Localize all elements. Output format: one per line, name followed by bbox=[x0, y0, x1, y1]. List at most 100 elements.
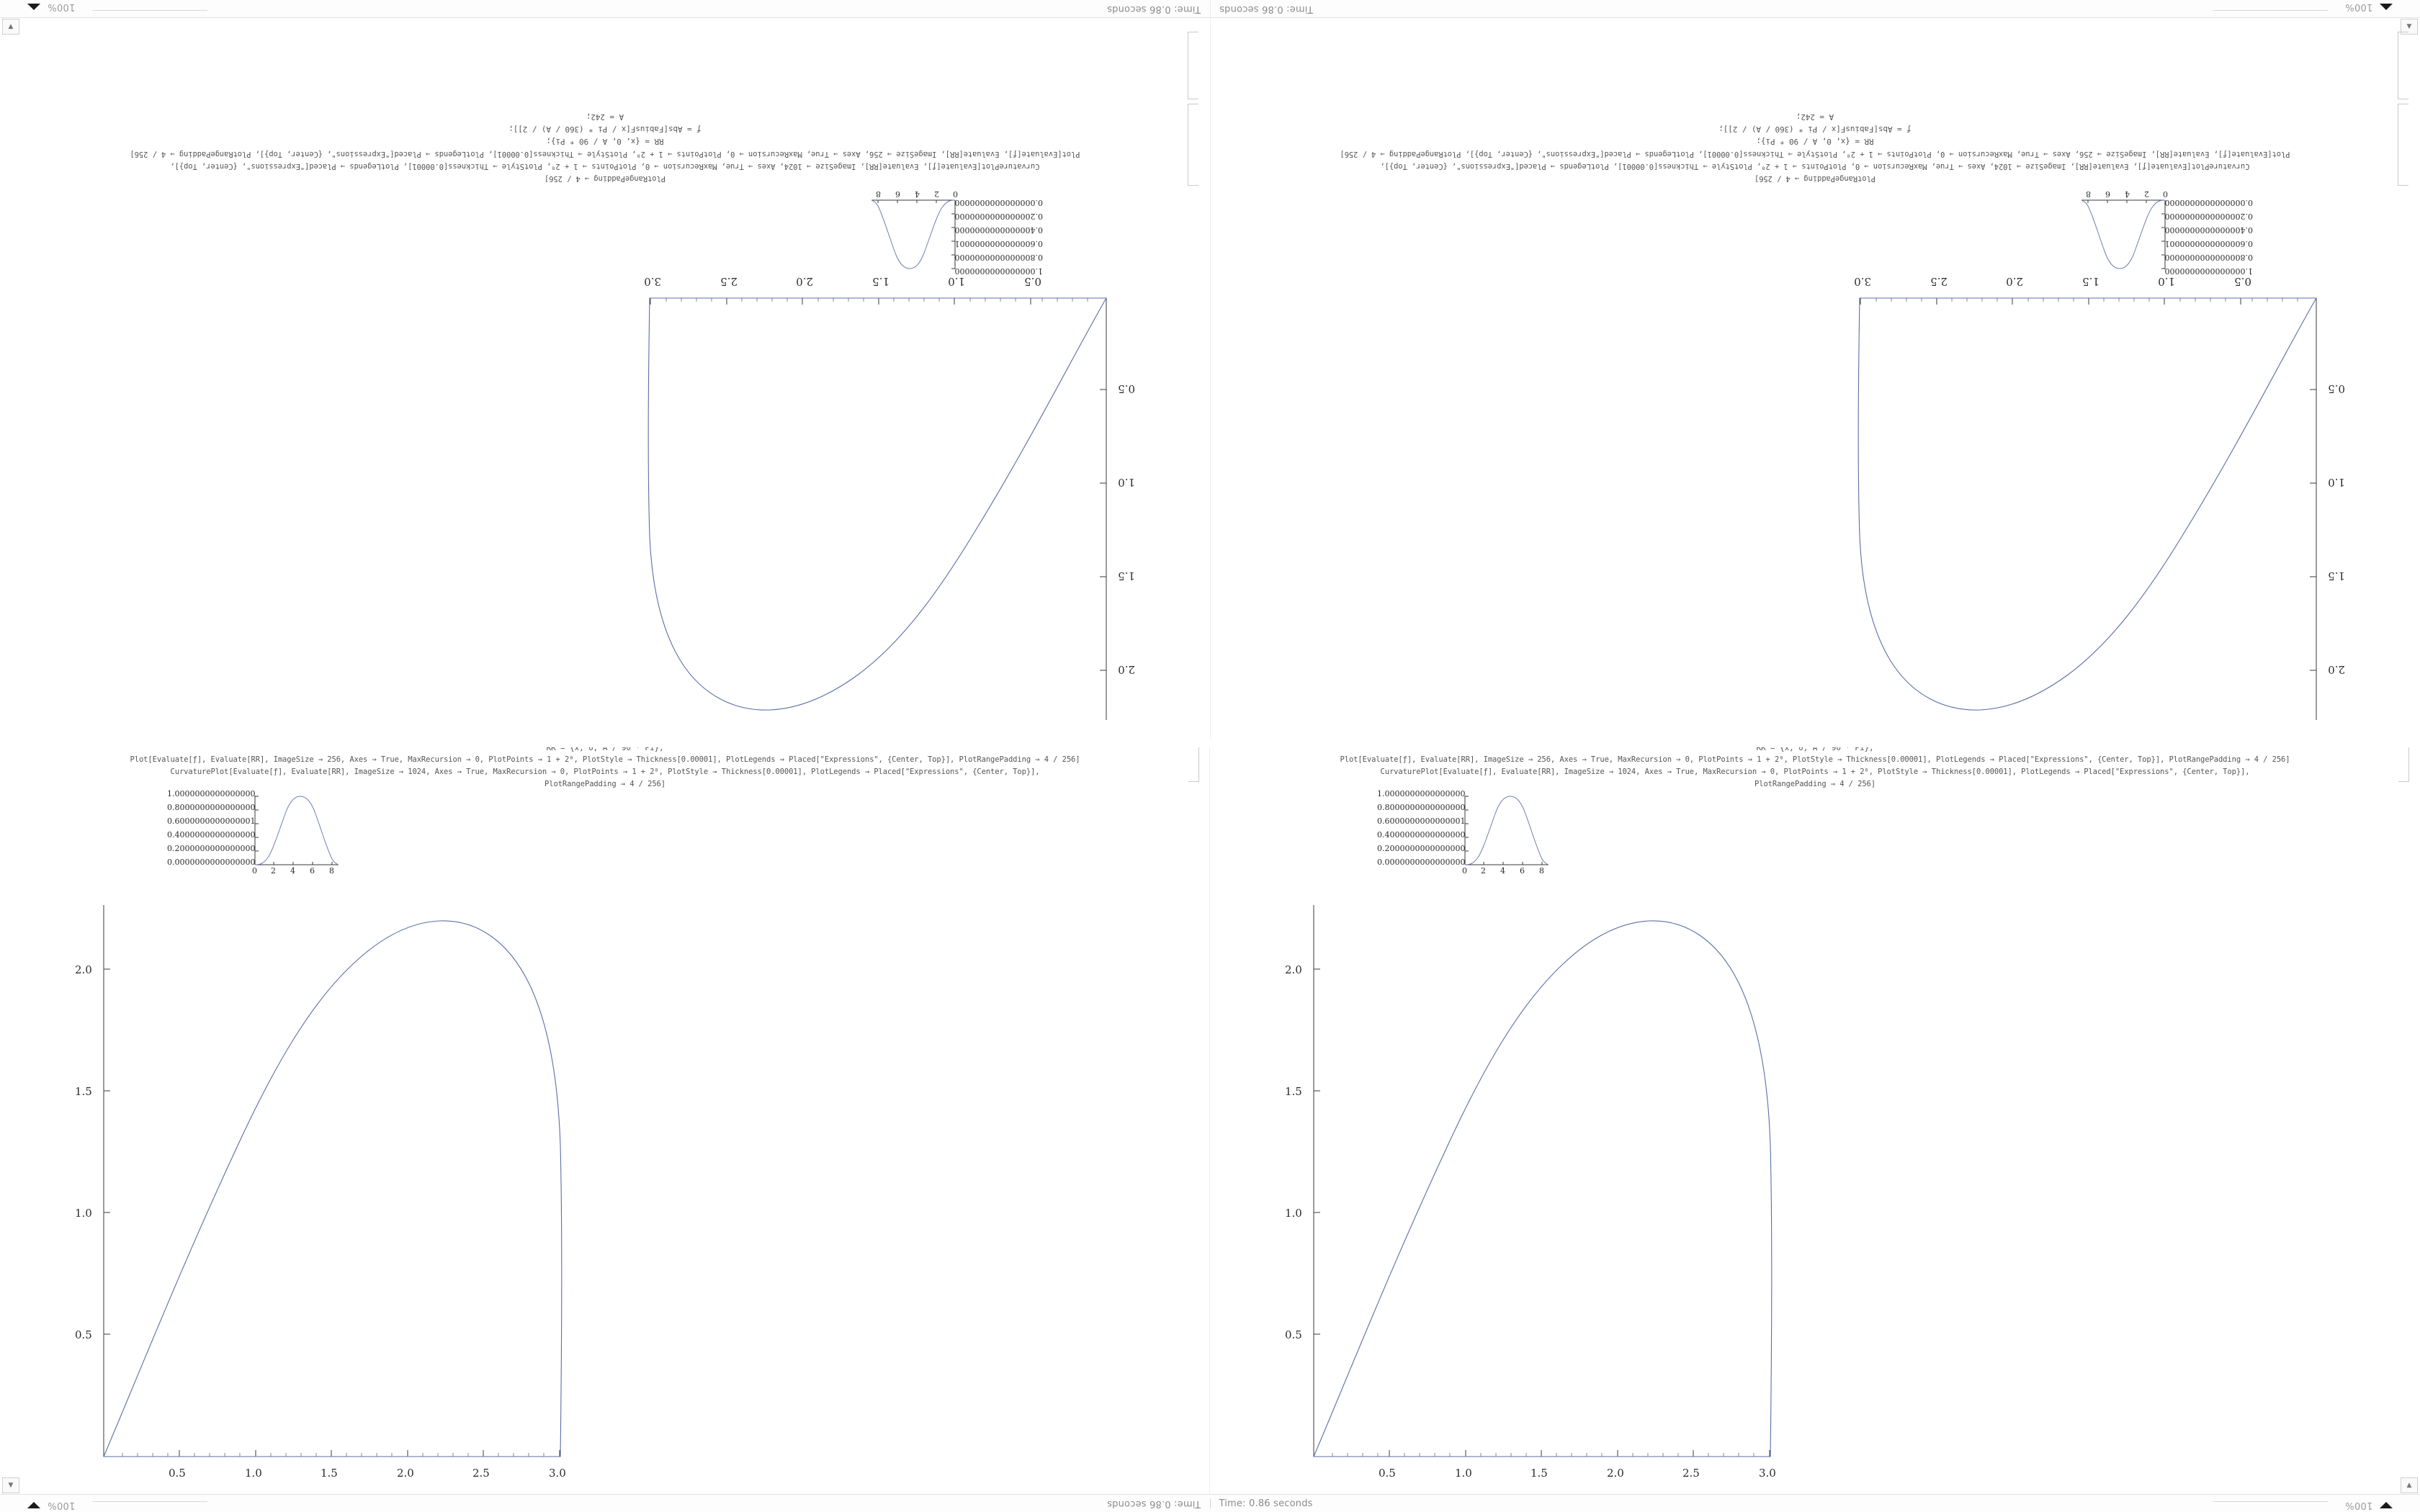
x-tick-1p0: 1.0 bbox=[2158, 275, 2175, 288]
inset-y-00: 0.0000000000000000 bbox=[954, 198, 1043, 207]
code-cell-bottom-left[interactable]: A = 242; ƒ = Abs[FabiusF[x / Pi * (360 /… bbox=[0, 747, 1210, 791]
zoom-control-top-left[interactable]: 100% bbox=[27, 1, 75, 12]
x-tick-3p0: 3.0 bbox=[644, 275, 661, 288]
y-tick-0p5: 0.5 bbox=[2328, 382, 2345, 395]
main-plot-svg bbox=[1313, 905, 1773, 1457]
triangle-down-icon: ▼ bbox=[2406, 22, 2412, 30]
code-line-rr: RR = {x, 0, A / 90 * Pi}; bbox=[546, 137, 664, 146]
zoom-control-top-right[interactable]: 100% bbox=[2345, 1, 2393, 12]
status-time-bottom-mirrored: Time: 0.86 seconds bbox=[1107, 1498, 1201, 1509]
main-plot-svg bbox=[1857, 297, 2317, 720]
code-cell-top-left[interactable]: PlotRangePadding → 4 / 256] CurvaturePlo… bbox=[1210, 111, 2420, 184]
x-tick-0p5: 0.5 bbox=[2234, 275, 2251, 288]
divider-top-left bbox=[92, 10, 207, 11]
cell-bracket-input[interactable] bbox=[1188, 747, 1199, 782]
cell-bracket-output[interactable] bbox=[1188, 104, 1198, 186]
x-tick-2p0: 2.0 bbox=[796, 275, 813, 288]
inset-y-02: 0.2000000000000000 bbox=[954, 212, 1043, 221]
y-tick-1p0: 1.0 bbox=[75, 1207, 92, 1220]
inset-x-2: 2 bbox=[934, 189, 939, 199]
legend-inset-bottom-right: 1.0000000000000000 0.8000000000000000 0.… bbox=[1377, 789, 1551, 876]
zoom-control-bottom-left[interactable]: 100% bbox=[27, 1500, 75, 1511]
inset-y-08: 0.8000000000000000 bbox=[954, 253, 1043, 262]
y-tick-1p5: 1.5 bbox=[1118, 570, 1135, 582]
chevron-up-icon[interactable] bbox=[2380, 1502, 2393, 1508]
inset-x-4: 4 bbox=[915, 189, 920, 199]
inset-y-1: 1.0000000000000000 bbox=[1377, 789, 1466, 798]
zoom-control-bottom-right[interactable]: 100% bbox=[2345, 1500, 2393, 1511]
inset-x-4: 4 bbox=[1500, 866, 1505, 876]
inset-x-2: 2 bbox=[271, 866, 276, 876]
cell-bracket-input[interactable] bbox=[2398, 747, 2409, 782]
code-line-curvature: CurvaturePlot[Evaluate[ƒ], Evaluate[RR],… bbox=[1380, 768, 2250, 776]
code-line-f: ƒ = Abs[FabiusF[x / Pi * (360 / A) / 2]]… bbox=[508, 125, 702, 134]
x-tick-1p5: 1.5 bbox=[1531, 1467, 1548, 1480]
y-tick-1p5: 1.5 bbox=[75, 1085, 92, 1098]
scroll-stub-top-right[interactable]: ▼ bbox=[2401, 19, 2418, 35]
cell-bracket-input[interactable] bbox=[1188, 32, 1198, 99]
notebook-half-bottom: A = 242; ƒ = Abs[FabiusF[x / Pi * (360 /… bbox=[0, 747, 2420, 1495]
scroll-stub-top-left[interactable]: ▲ bbox=[2, 19, 19, 35]
zoom-level-label: 100% bbox=[2344, 1500, 2372, 1511]
code-line-curvature: CurvaturePlot[Evaluate[ƒ], Evaluate[RR],… bbox=[170, 768, 1040, 776]
code-cell-bottom-right[interactable]: A = 242; ƒ = Abs[FabiusF[x / Pi * (360 /… bbox=[1210, 747, 2420, 791]
inset-y-02: 0.2000000000000000 bbox=[167, 844, 256, 853]
pane-bottom-left: A = 242; ƒ = Abs[FabiusF[x / Pi * (360 /… bbox=[0, 747, 1210, 1495]
inset-x-6: 6 bbox=[2105, 189, 2110, 199]
chevron-down-icon[interactable] bbox=[2380, 4, 2393, 10]
code-line-curvature: CurvaturePlot[Evaluate[ƒ], Evaluate[RR],… bbox=[170, 162, 1040, 171]
code-line-f: ƒ = Abs[FabiusF[x / Pi * (360 / A) / 2]]… bbox=[1718, 125, 1912, 134]
cell-bracket-output[interactable] bbox=[2398, 104, 2408, 186]
inset-x-6: 6 bbox=[1520, 866, 1525, 876]
x-tick-1p0: 1.0 bbox=[245, 1467, 262, 1480]
zoom-level-label: 100% bbox=[48, 1500, 76, 1511]
legend-inset-svg bbox=[871, 199, 956, 269]
code-line-plot: Plot[Evaluate[ƒ], Evaluate[RR], ImageSiz… bbox=[1340, 755, 2290, 764]
x-tick-3p0: 3.0 bbox=[1759, 1467, 1776, 1480]
chevron-down-icon[interactable] bbox=[27, 4, 40, 10]
inset-y-04: 0.4000000000000000 bbox=[2164, 225, 2253, 235]
code-line-a: A = 242; bbox=[586, 112, 624, 122]
inset-y-04: 0.4000000000000000 bbox=[167, 830, 256, 840]
code-line-curvature-cont: PlotRangePadding → 4 / 256] bbox=[544, 174, 666, 183]
code-line-rr: RR = {x, 0, A / 90 * Pi}; bbox=[1756, 747, 1874, 752]
code-line-curvature-cont: PlotRangePadding → 4 / 256] bbox=[1754, 780, 1876, 788]
status-bar-bottom: Time: 0.86 seconds Time: 0.86 seconds bbox=[0, 1494, 2420, 1512]
divider-bottom-right bbox=[2213, 1501, 2328, 1502]
cell-bracket-input[interactable] bbox=[2398, 32, 2408, 99]
code-cell-top-right[interactable]: PlotRangePadding → 4 / 256] CurvaturePlo… bbox=[0, 111, 1210, 184]
inset-x-0: 0 bbox=[953, 189, 958, 199]
y-tick-1p0: 1.0 bbox=[1285, 1207, 1302, 1220]
x-tick-1p5: 1.5 bbox=[872, 275, 889, 288]
pane-bottom-right: A = 242; ƒ = Abs[FabiusF[x / Pi * (360 /… bbox=[1210, 747, 2420, 1495]
y-tick-2p0: 2.0 bbox=[1285, 963, 1302, 976]
inset-x-2: 2 bbox=[1481, 866, 1486, 876]
divider-top-right bbox=[2213, 10, 2328, 11]
inset-x-8: 8 bbox=[329, 866, 334, 876]
main-plot-top-right: 0.5 1.0 1.5 2.0 2.5 3.0 0.5 1.0 1.5 2.0 bbox=[641, 275, 1135, 730]
inset-y-02: 0.2000000000000000 bbox=[1377, 844, 1466, 853]
inset-y-02: 0.2000000000000000 bbox=[2164, 212, 2253, 221]
main-plot-svg bbox=[647, 297, 1107, 720]
x-tick-1p5: 1.5 bbox=[2082, 275, 2099, 288]
chevron-up-icon[interactable] bbox=[27, 1502, 40, 1508]
inset-x-0: 0 bbox=[252, 866, 257, 876]
inset-x-8: 8 bbox=[2086, 189, 2091, 199]
inset-y-00: 0.0000000000000000 bbox=[1377, 858, 1466, 867]
legend-inset-svg bbox=[1464, 796, 1549, 865]
notebook-half-top: 0.5 1.0 1.5 2.0 2.5 3.0 0.5 1.0 1.5 2.0 … bbox=[0, 0, 2420, 739]
y-tick-1p0: 1.0 bbox=[2328, 476, 2345, 489]
inset-x-0: 0 bbox=[2163, 189, 2168, 199]
x-tick-2p0: 2.0 bbox=[2006, 275, 2023, 288]
inset-x-8: 8 bbox=[876, 189, 881, 199]
scroll-stub-bottom-right[interactable]: ▲ bbox=[2401, 1477, 2418, 1493]
legend-inset-top-right: 1.0000000000000000 0.8000000000000000 0.… bbox=[869, 189, 1043, 276]
x-tick-2p0: 2.0 bbox=[1607, 1467, 1624, 1480]
code-line-plot: Plot[Evaluate[ƒ], Evaluate[RR], ImageSiz… bbox=[130, 755, 1080, 764]
x-tick-0p5: 0.5 bbox=[169, 1467, 186, 1480]
x-tick-2p5: 2.5 bbox=[1930, 275, 1948, 288]
pane-top-left: 0.5 1.0 1.5 2.0 2.5 3.0 0.5 1.0 1.5 2.0 … bbox=[1210, 0, 2420, 739]
legend-inset-bottom-left: 1.0000000000000000 0.8000000000000000 0.… bbox=[167, 789, 341, 876]
x-tick-0p5: 0.5 bbox=[1379, 1467, 1396, 1480]
scroll-stub-bottom-left[interactable]: ▼ bbox=[2, 1477, 19, 1493]
